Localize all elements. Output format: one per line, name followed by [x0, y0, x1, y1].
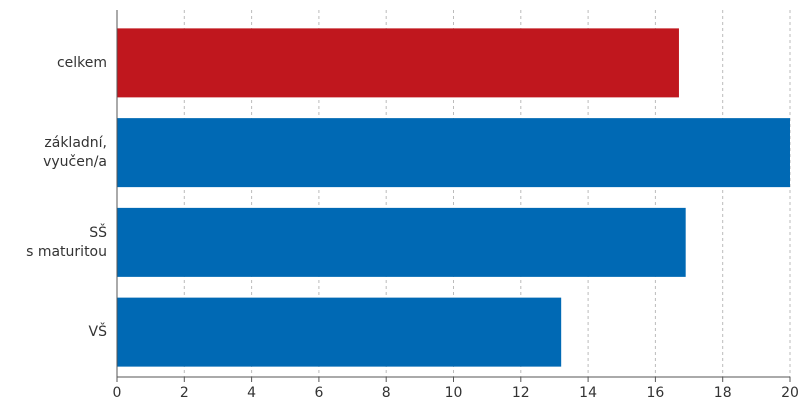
- bar: [117, 28, 679, 98]
- x-tick-label: 6: [314, 385, 323, 401]
- category-line: vyučen/a: [43, 154, 107, 170]
- x-tick-label: 2: [180, 385, 189, 401]
- x-tick-label: 4: [247, 385, 256, 401]
- bar: [117, 118, 790, 188]
- x-tick-label: 10: [445, 385, 463, 401]
- y-tick-label: SŠ s maturitou: [26, 223, 107, 260]
- category-line: celkem: [57, 55, 107, 71]
- category-line: SŠ: [89, 223, 107, 241]
- x-tick-label: 16: [646, 385, 664, 401]
- y-tick-label: VŠ: [89, 322, 108, 340]
- x-tick-label: 0: [113, 385, 122, 401]
- x-tick-label: 14: [579, 385, 597, 401]
- y-tick-label: základní, vyučen/a: [43, 135, 107, 170]
- x-tick-label: 8: [382, 385, 391, 401]
- category-line: s maturitou: [26, 244, 107, 260]
- bar: [117, 297, 562, 367]
- bar: [117, 207, 686, 277]
- x-tick-label: 12: [512, 385, 530, 401]
- x-tick-label: 20: [781, 385, 799, 401]
- category-line: VŠ: [89, 322, 108, 340]
- x-tick-label: 18: [714, 385, 732, 401]
- y-tick-label: celkem: [57, 55, 107, 71]
- category-line: základní,: [44, 135, 107, 151]
